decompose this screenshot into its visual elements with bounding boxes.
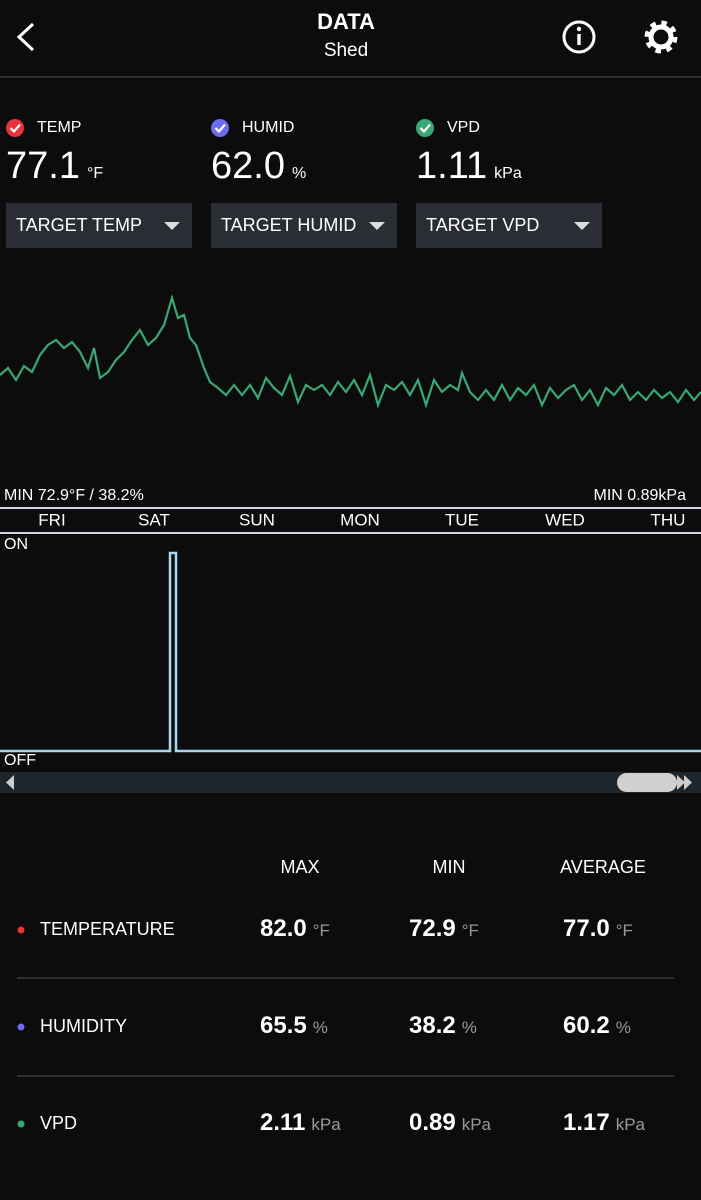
- unit: %: [292, 165, 306, 182]
- value: 1.11: [416, 145, 487, 187]
- stat-unit: %: [616, 1018, 631, 1037]
- stat-cell: 77.0 °F: [563, 915, 633, 942]
- reading-value: 62.0%: [211, 145, 306, 187]
- day-label: SAT: [138, 510, 170, 529]
- check-icon: [211, 119, 229, 137]
- stat-cell: 2.11 kPa: [260, 1109, 341, 1136]
- row-label: HUMIDITY: [40, 1016, 127, 1036]
- dropdown-arrow: [574, 222, 590, 230]
- unit: kPa: [494, 165, 522, 182]
- day-label: FRI: [38, 510, 65, 529]
- scroll-right[interactable]: [677, 775, 692, 790]
- day-label: WED: [545, 510, 585, 529]
- reading-label: TEMP: [37, 119, 81, 136]
- settings-button[interactable]: [644, 20, 678, 54]
- column-header: AVERAGE: [560, 857, 646, 877]
- stat-value: 0.89: [409, 1109, 456, 1136]
- check-mark: [214, 123, 226, 134]
- row-label: TEMPERATURE: [40, 919, 175, 939]
- day-label: THU: [651, 510, 686, 529]
- scroll-thumb[interactable]: [617, 773, 677, 792]
- stat-cell: 60.2%: [563, 1012, 631, 1039]
- stat-value: 2.11: [260, 1109, 305, 1136]
- stat-value: 60.2: [563, 1012, 610, 1039]
- reading-value: 77.1 °F: [6, 145, 103, 187]
- min-right: MIN 0.89kPa: [594, 487, 687, 504]
- stat-cell: 0.89 kPa: [409, 1109, 492, 1136]
- stat-value: 38.2: [409, 1012, 456, 1039]
- stat-unit: %: [462, 1018, 477, 1037]
- target-label: TARGET TEMP: [16, 215, 142, 235]
- on-label: ON: [4, 536, 28, 553]
- stat-cell: 82.0 °F: [260, 915, 330, 942]
- on-off-line: [0, 551, 701, 753]
- unit: °F: [87, 165, 103, 182]
- stat-cell: 72.9 °F: [409, 915, 479, 942]
- dropdown-arrow: [369, 222, 385, 230]
- value: 62.0: [211, 145, 285, 187]
- scrollbar[interactable]: [0, 772, 701, 793]
- stat-unit: °F: [616, 921, 633, 940]
- target-label: TARGET HUMID: [221, 215, 356, 235]
- dropdown-arrow: [164, 222, 180, 230]
- stat-value: 72.9: [409, 915, 456, 942]
- back-button[interactable]: [16, 22, 35, 52]
- day-label: MON: [340, 510, 380, 529]
- check-icon: [416, 119, 434, 137]
- row-dot: [17, 1023, 25, 1031]
- reading-label: HUMID: [242, 119, 294, 136]
- target-label: TARGET VPD: [426, 215, 539, 235]
- value: 77.1: [6, 145, 80, 187]
- day-label: SUN: [239, 510, 275, 529]
- stat-cell: 65.5%: [260, 1012, 328, 1039]
- title: DATA: [317, 9, 375, 34]
- row-label: VPD: [40, 1113, 77, 1133]
- trend-line: [0, 294, 701, 409]
- min-left: MIN 72.9°F / 38.2%: [4, 487, 144, 504]
- target-dropdown[interactable]: [416, 203, 602, 248]
- stat-value: 82.0: [260, 915, 307, 942]
- stat-unit: kPa: [616, 1115, 646, 1134]
- row-dot: [17, 1120, 25, 1128]
- stat-unit: kPa: [311, 1115, 341, 1134]
- target-dropdown[interactable]: [6, 203, 192, 248]
- subtitle: Shed: [324, 40, 368, 61]
- scroll-left[interactable]: [6, 775, 14, 790]
- stat-unit: %: [313, 1018, 328, 1037]
- column-header: MAX: [280, 857, 319, 877]
- stat-unit: °F: [462, 921, 479, 940]
- stat-unit: °F: [313, 921, 330, 940]
- stat-cell: 38.2%: [409, 1012, 477, 1039]
- stat-value: 1.17: [563, 1109, 610, 1136]
- day-band: [0, 508, 701, 533]
- stat-unit: kPa: [462, 1115, 492, 1134]
- target-dropdown[interactable]: [211, 203, 397, 248]
- stat-value: 65.5: [260, 1012, 307, 1039]
- stat-cell: 1.17 kPa: [563, 1109, 646, 1136]
- reading-value: 1.11 kPa: [416, 145, 522, 187]
- day-label: TUE: [445, 510, 479, 529]
- off-label: OFF: [4, 752, 36, 769]
- row-dot: [17, 926, 25, 934]
- check-mark: [419, 123, 431, 134]
- stat-value: 77.0: [563, 915, 610, 942]
- info-button[interactable]: [562, 20, 596, 54]
- column-header: MIN: [433, 857, 466, 877]
- reading-label: VPD: [447, 119, 480, 136]
- check-mark: [9, 123, 21, 134]
- check-icon: [6, 119, 24, 137]
